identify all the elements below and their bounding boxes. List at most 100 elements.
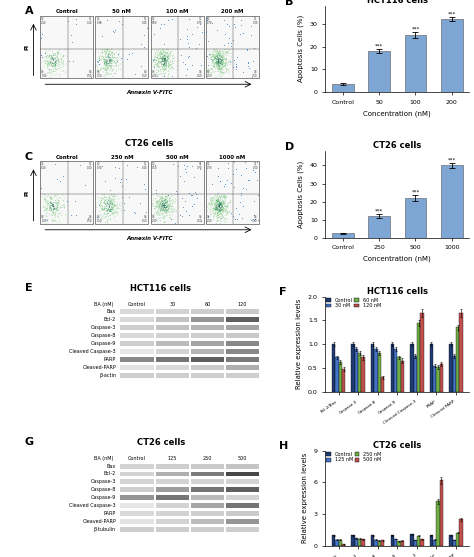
- Point: [156, 45, 164, 54]
- Point: [53, 56, 61, 65]
- Text: Q1
0.70: Q1 0.70: [197, 16, 202, 25]
- Point: [54, 48, 61, 57]
- Text: BA (nM): BA (nM): [94, 302, 114, 307]
- Point: [207, 55, 215, 64]
- Text: ***: ***: [375, 208, 383, 213]
- Point: [212, 194, 220, 203]
- Point: [105, 50, 112, 58]
- Point: [156, 206, 164, 215]
- Point: [111, 57, 118, 66]
- Point: [153, 60, 160, 69]
- Point: [219, 197, 227, 206]
- Text: Caspase-3: Caspase-3: [91, 480, 116, 485]
- Point: [169, 46, 176, 55]
- Point: [158, 49, 165, 58]
- Point: [219, 69, 226, 78]
- X-axis label: Concentration (nM): Concentration (nM): [364, 256, 431, 262]
- Point: [105, 57, 113, 66]
- Point: [218, 63, 225, 72]
- Point: [220, 213, 228, 222]
- Point: [155, 57, 163, 66]
- Point: [223, 175, 230, 184]
- Point: [163, 203, 171, 212]
- Point: [45, 60, 53, 69]
- Point: [163, 193, 171, 202]
- Point: [49, 200, 57, 209]
- Point: [50, 203, 58, 212]
- Point: [96, 53, 103, 62]
- Point: [45, 65, 53, 74]
- Point: [211, 205, 219, 214]
- Point: [154, 60, 161, 69]
- Point: [165, 60, 173, 69]
- Bar: [368, 51, 390, 92]
- Point: [159, 46, 166, 55]
- Point: [166, 202, 173, 211]
- Point: [221, 201, 229, 210]
- Point: [43, 212, 51, 221]
- Point: [215, 48, 222, 57]
- Point: [210, 59, 218, 68]
- Point: [161, 63, 168, 72]
- Point: [222, 202, 229, 211]
- Text: 1000 nM: 1000 nM: [219, 155, 246, 160]
- Point: [160, 65, 167, 74]
- Text: Q3
2.50: Q3 2.50: [207, 214, 212, 223]
- Point: [244, 58, 252, 67]
- Point: [164, 198, 171, 207]
- Bar: [332, 535, 335, 546]
- Point: [221, 58, 229, 67]
- Point: [150, 56, 157, 65]
- Point: [46, 57, 54, 66]
- Point: [57, 54, 65, 63]
- Point: [149, 62, 157, 71]
- Point: [221, 204, 228, 213]
- Point: [212, 59, 220, 68]
- Point: [179, 57, 186, 66]
- Point: [51, 211, 59, 220]
- Point: [57, 203, 64, 212]
- Point: [154, 199, 161, 208]
- Point: [159, 57, 166, 66]
- Point: [161, 55, 169, 64]
- Point: [181, 165, 189, 174]
- Point: [225, 65, 233, 74]
- Point: [206, 66, 214, 75]
- Point: [217, 192, 224, 201]
- Point: [161, 202, 168, 211]
- Point: [100, 190, 108, 199]
- Point: [110, 202, 118, 211]
- Point: [223, 47, 230, 56]
- Bar: [40, 162, 93, 224]
- Point: [159, 192, 166, 201]
- Point: [159, 194, 166, 203]
- Bar: [120, 472, 154, 476]
- Point: [219, 65, 227, 74]
- Point: [156, 199, 164, 208]
- Point: [51, 217, 58, 226]
- Point: [98, 196, 105, 205]
- Point: [92, 201, 100, 210]
- Point: [227, 42, 234, 51]
- Text: Control: Control: [128, 456, 146, 461]
- Point: [250, 215, 258, 224]
- Point: [215, 57, 222, 66]
- Point: [105, 47, 113, 56]
- Point: [217, 59, 225, 68]
- Point: [162, 206, 170, 215]
- Text: Caspase-9: Caspase-9: [91, 495, 116, 500]
- Point: [117, 60, 125, 69]
- Point: [181, 59, 188, 68]
- Bar: [226, 325, 259, 330]
- Point: [52, 60, 59, 69]
- Point: [216, 201, 223, 209]
- Point: [210, 62, 218, 71]
- Point: [161, 197, 169, 206]
- Point: [215, 203, 223, 212]
- Point: [160, 60, 168, 69]
- Point: [162, 55, 169, 63]
- Point: [164, 53, 171, 62]
- Point: [156, 58, 164, 67]
- Point: [130, 207, 138, 216]
- Point: [214, 65, 222, 74]
